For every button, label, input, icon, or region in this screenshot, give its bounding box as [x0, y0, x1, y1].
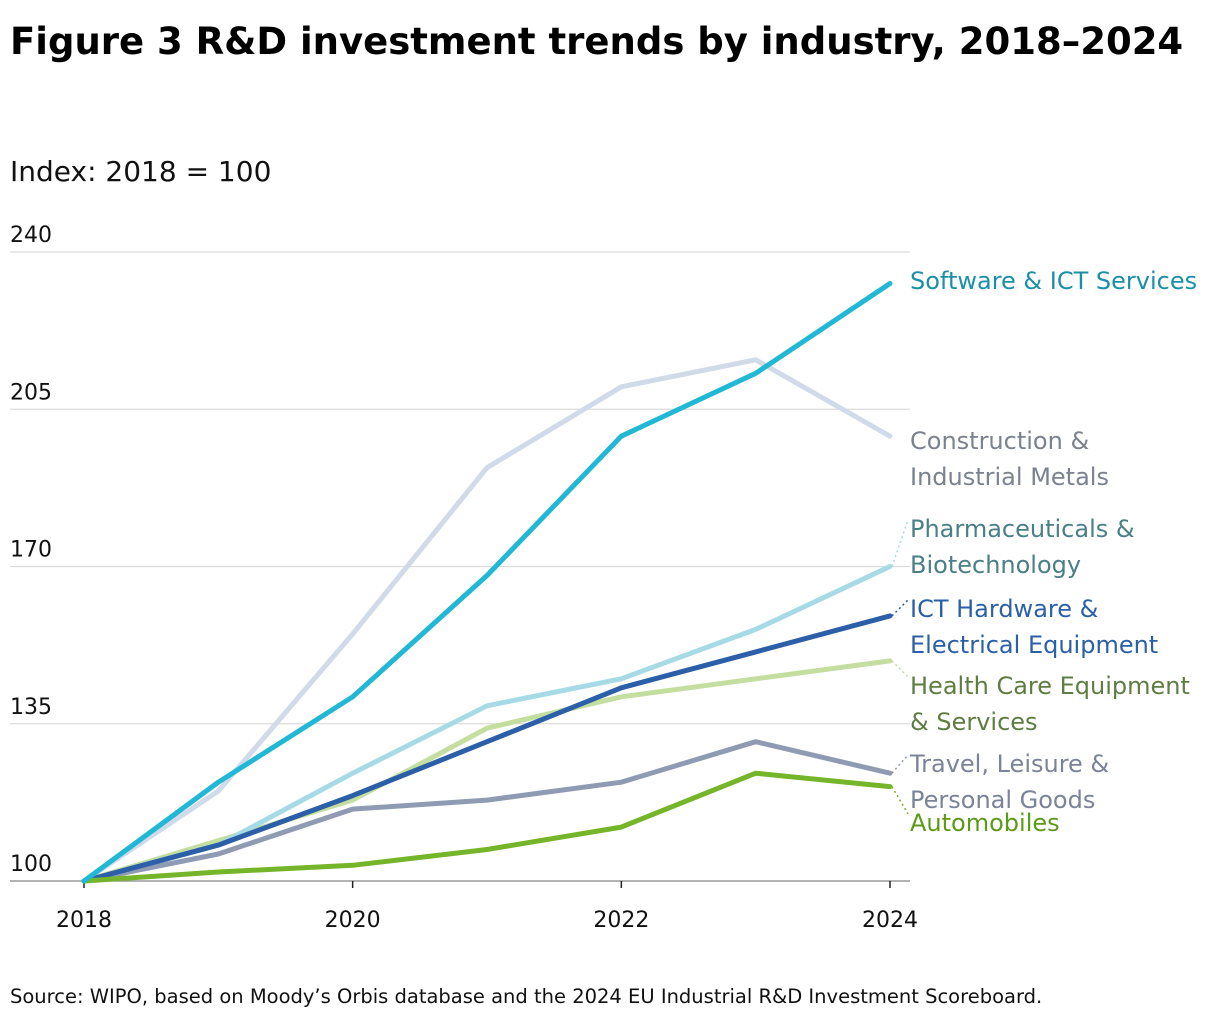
series-label-construction-and-industrial-metals: Construction & Industrial Metals [910, 427, 1109, 491]
y-tick-label: 170 [10, 538, 52, 563]
x-tick-label: 2018 [56, 908, 112, 933]
gridlines [10, 251, 910, 882]
series-label-line: Software & ICT Services [910, 267, 1197, 295]
series-label-line: Construction & [910, 427, 1089, 455]
series-label-line: Industrial Metals [910, 463, 1109, 491]
label-leader-health-care-equipment-and-services [891, 660, 909, 678]
y-tick-label: 135 [10, 695, 52, 720]
series-line-automobiles [81, 770, 893, 884]
series-labels: Construction & Industrial Metals Health Ca… [891, 267, 1197, 837]
label-leader-travel-leisure-and-personal-goods [891, 754, 909, 774]
series-label-automobiles: Automobiles [910, 809, 1060, 837]
series-label-line: Travel, Leisure & [909, 750, 1109, 778]
series-line-ict-hardware-and-electrical-equipment [81, 613, 893, 884]
series-label-pharmaceuticals-and-biotechnology: Pharmaceuticals & Biotechnology [910, 515, 1135, 579]
series-label-line: ICT Hardware & [910, 595, 1098, 623]
series-label-software-and-ict-services: Software & ICT Services [910, 267, 1197, 295]
series-label-travel-leisure-and-personal-goods: Travel, Leisure & Personal Goods [909, 750, 1109, 814]
series-label-line: Health Care Equipment [910, 672, 1190, 700]
series-label-ict-hardware-and-electrical-equipment: ICT Hardware & Electrical Equipment [910, 595, 1158, 659]
chart-subtitle: Index: 2018 = 100 [10, 155, 272, 188]
x-tick-label: 2022 [593, 908, 649, 933]
series-label-line: & Services [910, 708, 1038, 736]
series-lines [81, 281, 893, 884]
series-label-line: Personal Goods [910, 786, 1095, 814]
label-leader-automobiles [891, 786, 909, 815]
series-label-health-care-equipment-and-services: Health Care Equipment & Services [910, 672, 1190, 736]
series-line-travel-leisure-and-personal-goods [81, 739, 893, 884]
x-tick-label: 2024 [862, 908, 918, 933]
series-line-software-and-ict-services [81, 281, 893, 884]
y-tick-label: 205 [10, 380, 52, 405]
series-label-line: Biotechnology [910, 551, 1081, 579]
label-leader-ict-hardware-and-electrical-equipment [891, 599, 909, 617]
x-tick-label: 2020 [325, 908, 381, 933]
source-note: Source: WIPO, based on Moody’s Orbis dat… [10, 985, 1043, 1008]
y-tick-label: 100 [10, 852, 52, 877]
y-tick-label: 240 [10, 223, 52, 248]
series-line-health-care-equipment-and-services [81, 658, 893, 884]
label-leader-pharmaceuticals-and-biotechnology [891, 519, 909, 567]
chart-title: Figure 3 R&D investment trends by indust… [10, 20, 1184, 63]
series-line-construction-and-industrial-metals [81, 357, 893, 884]
axes: 100 135 170 205 240 2018 2020 2022 2024 [10, 223, 918, 933]
series-label-line: Pharmaceuticals & [910, 515, 1135, 543]
series-label-line: Automobiles [910, 809, 1060, 837]
series-label-line: Electrical Equipment [910, 631, 1158, 659]
